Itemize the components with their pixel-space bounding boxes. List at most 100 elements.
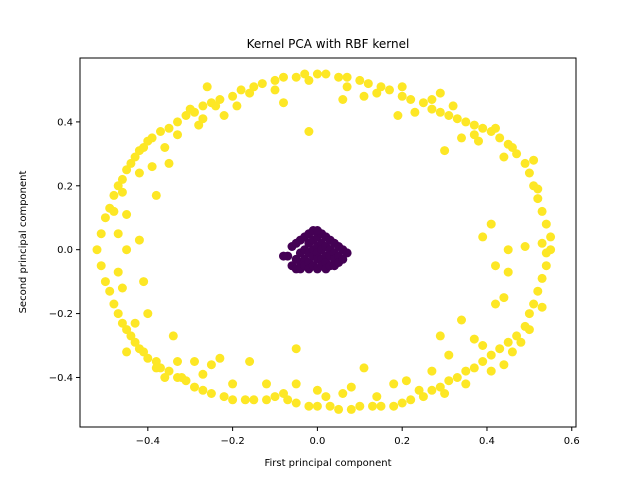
outer-point-114 bbox=[541, 261, 551, 271]
outer-point-123 bbox=[151, 190, 161, 200]
outer-point-72 bbox=[376, 401, 386, 411]
outer-point-142 bbox=[435, 331, 445, 341]
outer-point-129 bbox=[173, 357, 182, 366]
axes-frame bbox=[79, 57, 577, 428]
outer-point-168 bbox=[117, 187, 127, 197]
outer-point-196 bbox=[529, 155, 539, 165]
outer-point-12 bbox=[117, 318, 127, 328]
outer-point-90 bbox=[461, 366, 471, 376]
outer-point-134 bbox=[291, 344, 301, 354]
outer-point-74 bbox=[389, 401, 399, 411]
outer-point-6 bbox=[105, 286, 115, 296]
outer-point-170 bbox=[122, 210, 132, 219]
outer-point-171 bbox=[113, 229, 123, 239]
outer-point-125 bbox=[134, 235, 144, 245]
outer-point-154 bbox=[486, 219, 496, 229]
outer-point-64 bbox=[334, 404, 344, 414]
outer-point-50 bbox=[262, 395, 271, 405]
outer-point-122 bbox=[164, 158, 174, 168]
outer-point-7 bbox=[109, 190, 119, 200]
outer-point-115 bbox=[546, 232, 556, 242]
outer-point-202 bbox=[397, 82, 407, 92]
outer-point-86 bbox=[444, 376, 454, 386]
inner-point-54 bbox=[312, 226, 322, 235]
outer-point-84 bbox=[435, 382, 445, 392]
outer-point-58 bbox=[304, 401, 314, 411]
outer-point-41 bbox=[215, 95, 225, 104]
outer-point-160 bbox=[410, 107, 420, 117]
outer-point-130 bbox=[177, 373, 187, 382]
outer-point-2 bbox=[96, 261, 106, 271]
outer-point-55 bbox=[291, 72, 301, 82]
y-tick-label: 0.2 bbox=[57, 181, 73, 192]
outer-point-155 bbox=[499, 152, 509, 162]
outer-point-205 bbox=[304, 75, 314, 85]
outer-point-75 bbox=[397, 91, 407, 101]
outer-point-14 bbox=[122, 325, 132, 335]
outer-point-188 bbox=[461, 379, 471, 389]
x-tick-label: −0.2 bbox=[220, 436, 244, 447]
outer-point-195 bbox=[533, 184, 543, 194]
outer-point-59 bbox=[312, 69, 322, 79]
outer-point-119 bbox=[304, 127, 314, 136]
outer-point-181 bbox=[262, 379, 271, 389]
outer-point-51 bbox=[270, 75, 280, 85]
outer-point-98 bbox=[495, 344, 505, 354]
outer-point-127 bbox=[143, 309, 153, 319]
outer-point-24 bbox=[143, 353, 153, 363]
outer-point-191 bbox=[507, 347, 517, 357]
outer-point-194 bbox=[537, 302, 547, 312]
chart-title: Kernel PCA with RBF kernel bbox=[247, 37, 410, 51]
outer-point-198 bbox=[491, 123, 500, 133]
y-tick-label: −0.4 bbox=[49, 373, 73, 384]
outer-point-42 bbox=[219, 392, 229, 402]
outer-point-97 bbox=[495, 133, 505, 143]
outer-point-163 bbox=[338, 95, 348, 104]
outer-point-207 bbox=[245, 88, 255, 98]
outer-point-81 bbox=[427, 104, 437, 114]
outer-point-162 bbox=[359, 91, 369, 101]
outer-point-92 bbox=[469, 363, 479, 373]
outer-point-150 bbox=[503, 267, 513, 277]
outer-point-48 bbox=[249, 395, 259, 405]
outer-point-25 bbox=[147, 133, 157, 143]
outer-point-0 bbox=[92, 245, 102, 255]
outer-point-121 bbox=[219, 111, 229, 120]
outer-point-132 bbox=[215, 353, 225, 363]
outer-point-112 bbox=[537, 273, 547, 283]
outer-point-199 bbox=[469, 130, 479, 140]
outer-point-49 bbox=[257, 79, 267, 89]
outer-point-106 bbox=[524, 309, 534, 319]
outer-point-13 bbox=[122, 165, 132, 175]
outer-point-73 bbox=[385, 85, 394, 95]
y-tick-label: 0.4 bbox=[57, 117, 73, 128]
outer-point-200 bbox=[448, 101, 458, 111]
outer-point-67 bbox=[355, 75, 365, 85]
outer-point-65 bbox=[342, 72, 352, 82]
outer-point-178 bbox=[190, 357, 199, 366]
outer-point-209 bbox=[211, 101, 221, 111]
outer-point-118 bbox=[537, 238, 547, 248]
outer-point-187 bbox=[440, 389, 450, 398]
outer-point-158 bbox=[457, 133, 466, 143]
outer-point-96 bbox=[486, 350, 496, 360]
outer-point-66 bbox=[346, 404, 356, 414]
outer-point-185 bbox=[372, 392, 382, 402]
outer-point-62 bbox=[325, 401, 335, 411]
outer-point-109 bbox=[533, 194, 543, 204]
outer-point-201 bbox=[435, 88, 445, 98]
outer-point-189 bbox=[486, 366, 496, 376]
outer-point-120 bbox=[279, 98, 288, 108]
outer-point-18 bbox=[130, 337, 140, 347]
x-tick-label: 0.0 bbox=[309, 436, 325, 447]
y-tick-label: −0.2 bbox=[49, 309, 73, 320]
outer-point-80 bbox=[418, 392, 428, 402]
outer-point-173 bbox=[117, 283, 127, 293]
outer-point-38 bbox=[198, 385, 208, 395]
outer-point-87 bbox=[452, 114, 462, 124]
outer-point-147 bbox=[491, 299, 500, 309]
outer-point-190 bbox=[499, 360, 509, 370]
outer-point-174 bbox=[130, 318, 140, 328]
x-tick-label: 0.6 bbox=[564, 436, 580, 447]
